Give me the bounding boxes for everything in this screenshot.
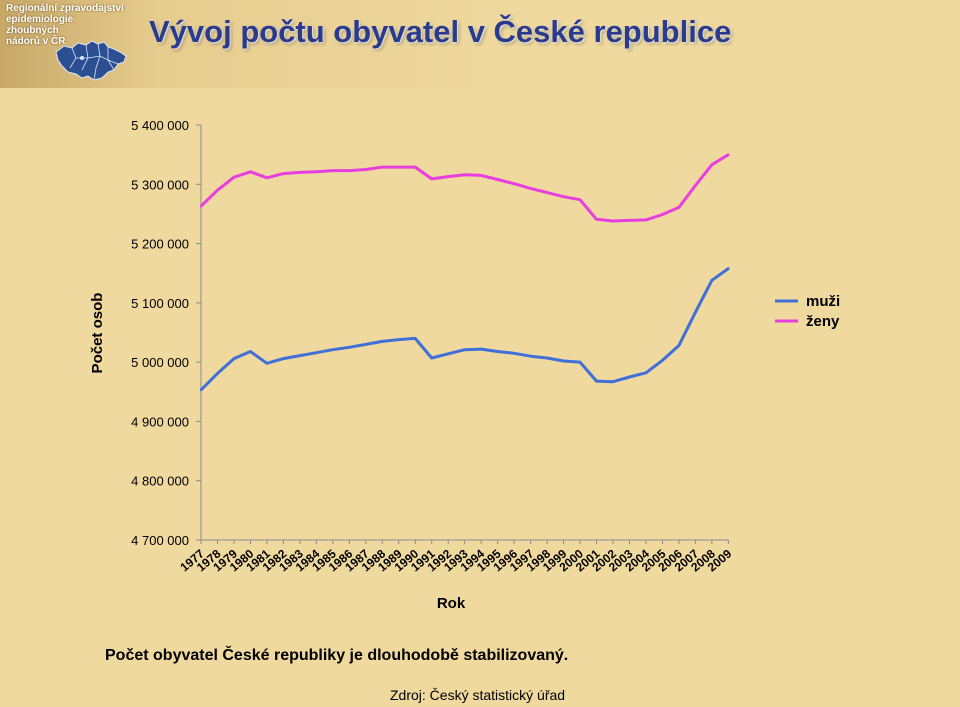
data-point (282, 357, 285, 360)
data-point (397, 338, 400, 341)
legend: muži ženy (775, 293, 840, 330)
data-point (447, 352, 450, 356)
data-point (595, 379, 598, 383)
data-point (331, 169, 335, 172)
data-point (529, 187, 532, 190)
logo-line: zhoubných (6, 25, 59, 36)
data-point (348, 346, 351, 349)
y-tick-label: 4 700 000 (131, 533, 189, 548)
data-point (430, 356, 433, 360)
data-point (414, 337, 417, 340)
czech-republic-map-icon (55, 40, 127, 81)
x-axis-label: Rok (437, 595, 466, 612)
data-point (677, 344, 681, 347)
logo-line: Regionální zpravodajství (6, 3, 124, 14)
y-tick-label: 5 400 000 (131, 118, 189, 133)
logo-line: epidemiologie (6, 14, 74, 25)
y-tick-label: 5 300 000 (131, 177, 189, 192)
data-point (265, 176, 269, 179)
data-point (282, 172, 285, 175)
caption: Počet obyvatel České republiky je dlouho… (105, 647, 569, 664)
page-title: Vývoj počtu obyvatel v České republice (149, 14, 732, 49)
series-line-muzi (199, 267, 730, 392)
data-point (265, 362, 269, 365)
data-point (249, 350, 252, 353)
data-point (710, 163, 714, 166)
logo-text: Regionální zpravodajství epidemiologie z… (6, 3, 136, 47)
data-point (529, 355, 532, 358)
data-point (677, 206, 681, 209)
data-point (611, 219, 615, 223)
data-point (727, 267, 730, 270)
data-point (298, 171, 302, 174)
header-banner: Regionální zpravodajství epidemiologie z… (0, 0, 960, 88)
data-point (479, 347, 483, 351)
data-point (216, 372, 219, 375)
data-point (644, 371, 648, 375)
legend-label: ženy (806, 313, 840, 330)
data-point (315, 351, 318, 354)
data-point (414, 165, 417, 169)
data-point (562, 359, 565, 363)
data-point (331, 348, 335, 351)
y-tick-label: 5 100 000 (131, 296, 189, 311)
data-point (298, 354, 302, 357)
data-point (364, 168, 367, 171)
data-point (562, 195, 565, 198)
data-point (710, 279, 714, 282)
data-point (348, 169, 351, 172)
population-line-chart: 4 700 000 4 800 000 4 900 000 5 000 000 5 10… (89, 118, 840, 612)
y-tick-label: 5 000 000 (131, 355, 189, 370)
data-point (694, 311, 697, 314)
data-point (496, 178, 499, 181)
y-axis: 4 700 000 4 800 000 4 900 000 5 000 000 5 10… (131, 118, 202, 548)
data-point (381, 165, 384, 169)
data-point (628, 375, 631, 379)
data-point (595, 218, 598, 221)
data-point (611, 380, 615, 383)
y-tick-label: 4 800 000 (131, 474, 189, 489)
data-point (727, 153, 730, 156)
data-point (545, 356, 549, 360)
data-point (661, 359, 664, 362)
data-point (628, 219, 631, 222)
data-point (199, 205, 203, 208)
data-point (199, 388, 203, 392)
data-point (216, 189, 219, 192)
data-point (463, 348, 466, 351)
series-layer (199, 153, 730, 392)
data-point (578, 360, 582, 364)
data-point (661, 213, 664, 216)
y-tick-label: 5 200 000 (131, 237, 189, 252)
logo-line: nádorů v ČR (6, 36, 66, 47)
x-axis: 1977197819791980198119821983198419851986… (177, 539, 735, 574)
data-point (381, 340, 384, 343)
data-point (479, 174, 483, 177)
data-point (578, 198, 582, 201)
source-note: Zdroj: Český statistický úřad (390, 687, 566, 703)
data-point (496, 350, 499, 353)
data-point (512, 352, 516, 355)
data-point (397, 165, 400, 169)
data-point (545, 191, 549, 194)
legend-label: muži (806, 293, 840, 310)
data-point (232, 357, 236, 360)
data-point (364, 343, 367, 346)
series-line-zeny (199, 153, 730, 223)
data-point (463, 173, 466, 176)
data-point (430, 177, 433, 181)
y-axis-label: Počet osob (89, 293, 106, 374)
data-point (315, 170, 318, 174)
data-point (694, 184, 697, 187)
data-point (249, 170, 252, 174)
data-point (644, 218, 648, 222)
data-point (512, 182, 516, 185)
y-tick-label: 4 900 000 (131, 414, 189, 429)
data-point (232, 175, 236, 179)
data-point (447, 175, 450, 178)
